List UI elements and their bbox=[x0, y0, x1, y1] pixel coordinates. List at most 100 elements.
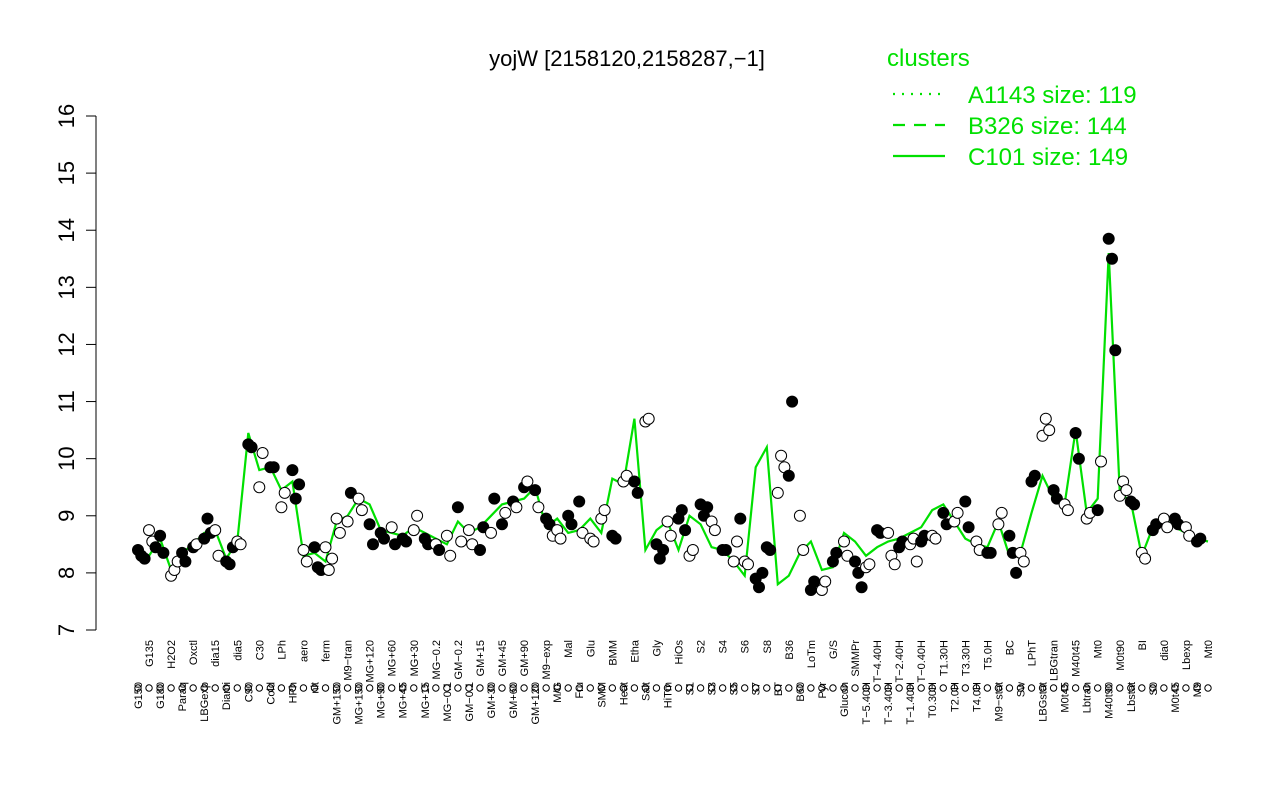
rug-mark bbox=[1049, 684, 1058, 692]
data-point bbox=[686, 544, 699, 556]
rug-mark bbox=[277, 684, 286, 692]
y-tick-label: 11 bbox=[54, 390, 79, 413]
rug-mark bbox=[906, 684, 914, 692]
data-point bbox=[267, 461, 280, 474]
x-tick-label: B60 bbox=[795, 682, 807, 702]
rug-mark bbox=[608, 684, 617, 692]
rug-mark bbox=[696, 684, 705, 692]
rug-mark bbox=[310, 684, 319, 692]
data-point bbox=[1102, 232, 1115, 245]
rug-mark bbox=[498, 684, 506, 692]
data-point bbox=[1017, 555, 1030, 568]
data-point bbox=[400, 535, 413, 548]
x-tick-label: T−3.40H bbox=[883, 682, 895, 725]
data-point bbox=[433, 544, 446, 556]
x-tick-label: T−1.40H bbox=[905, 682, 917, 725]
rug-mark bbox=[851, 684, 859, 692]
rug-mark bbox=[674, 684, 683, 692]
rug-mark bbox=[950, 684, 958, 692]
x-tick-label: GM+90 bbox=[519, 640, 531, 676]
data-point bbox=[286, 464, 299, 477]
rug-mark bbox=[707, 684, 716, 692]
rug-mark bbox=[1093, 684, 1102, 692]
data-point bbox=[154, 529, 167, 542]
x-tick-label: G135 bbox=[144, 640, 156, 667]
rug-mark bbox=[520, 684, 528, 692]
x-tick-label: Oxctl bbox=[188, 640, 200, 665]
data-point bbox=[407, 524, 420, 537]
data-point bbox=[367, 538, 379, 551]
data-point bbox=[984, 546, 997, 559]
y-tick-label: 9 bbox=[54, 510, 79, 522]
x-tick-label: aero bbox=[298, 640, 310, 662]
x-tick-label: M40t45 bbox=[1071, 640, 1083, 677]
data-point bbox=[300, 555, 313, 568]
data-point bbox=[179, 555, 192, 568]
data-point bbox=[664, 529, 677, 542]
data-point bbox=[1106, 252, 1118, 265]
rug-mark bbox=[1016, 684, 1025, 692]
data-point bbox=[440, 529, 453, 542]
data-point bbox=[378, 532, 390, 545]
rug-mark bbox=[1171, 684, 1179, 692]
data-point bbox=[488, 492, 501, 505]
rug-mark bbox=[741, 684, 749, 692]
rug-mark bbox=[895, 684, 903, 692]
x-tick-label: C30 bbox=[254, 640, 266, 660]
rug-mark bbox=[763, 684, 771, 692]
data-point bbox=[1120, 484, 1133, 497]
data-point bbox=[352, 492, 365, 505]
data-point bbox=[628, 475, 641, 488]
data-point bbox=[1043, 424, 1056, 437]
rug-mark bbox=[255, 684, 264, 692]
rug-mark bbox=[211, 684, 219, 692]
x-tick-label: M/G bbox=[552, 682, 564, 703]
rug-mark bbox=[388, 684, 396, 692]
rug-mark bbox=[465, 684, 473, 692]
rug-mark bbox=[189, 684, 197, 692]
data-point bbox=[609, 532, 622, 545]
rug-mark bbox=[542, 684, 550, 692]
x-tick-label: GM−0.1 bbox=[464, 682, 476, 721]
rug-mark bbox=[873, 684, 881, 692]
x-axis: G150 G135 G180 H2O2 Paraq Oxctl LBGexp dia15 Dia… bbox=[133, 639, 1215, 724]
data-point bbox=[995, 506, 1008, 519]
rug-mark bbox=[1105, 684, 1113, 692]
x-tick-label: B36 bbox=[784, 640, 796, 660]
x-tick-label: G150 bbox=[133, 682, 145, 709]
rug-mark bbox=[1149, 684, 1157, 692]
data-point bbox=[322, 564, 335, 576]
x-tick-label: dia0 bbox=[1159, 640, 1171, 661]
rug-mark bbox=[365, 684, 374, 692]
data-point bbox=[333, 526, 346, 539]
data-point bbox=[992, 518, 1005, 531]
x-tick-label: T−4.40H bbox=[872, 640, 884, 683]
rug-mark bbox=[652, 684, 661, 692]
rug-mark bbox=[487, 684, 495, 692]
rug-mark bbox=[167, 684, 175, 692]
data-point bbox=[793, 509, 806, 522]
rug-mark bbox=[454, 684, 462, 692]
data-point bbox=[253, 481, 266, 494]
x-tick-label: GM+45 bbox=[497, 640, 509, 676]
legend-title: clusters bbox=[887, 45, 970, 72]
data-point bbox=[1003, 529, 1016, 542]
data-point bbox=[275, 501, 288, 514]
data-point bbox=[565, 518, 578, 531]
rug-mark bbox=[376, 684, 385, 692]
x-tick-label: HPh bbox=[287, 682, 299, 703]
data-point bbox=[510, 501, 523, 514]
rug-mark bbox=[1038, 684, 1047, 692]
x-tick-label: Glu bbox=[585, 640, 597, 657]
x-tick-label: H2O2 bbox=[166, 640, 178, 669]
data-point bbox=[631, 486, 644, 499]
rug-mark bbox=[299, 684, 308, 692]
y-tick-label: 7 bbox=[54, 624, 79, 636]
x-tick-label: LoTm bbox=[806, 640, 818, 668]
data-point bbox=[657, 544, 670, 556]
rug-mark bbox=[354, 684, 363, 692]
data-point bbox=[1061, 504, 1074, 517]
x-tick-label: Heat bbox=[618, 682, 630, 705]
rug-mark bbox=[586, 684, 594, 692]
